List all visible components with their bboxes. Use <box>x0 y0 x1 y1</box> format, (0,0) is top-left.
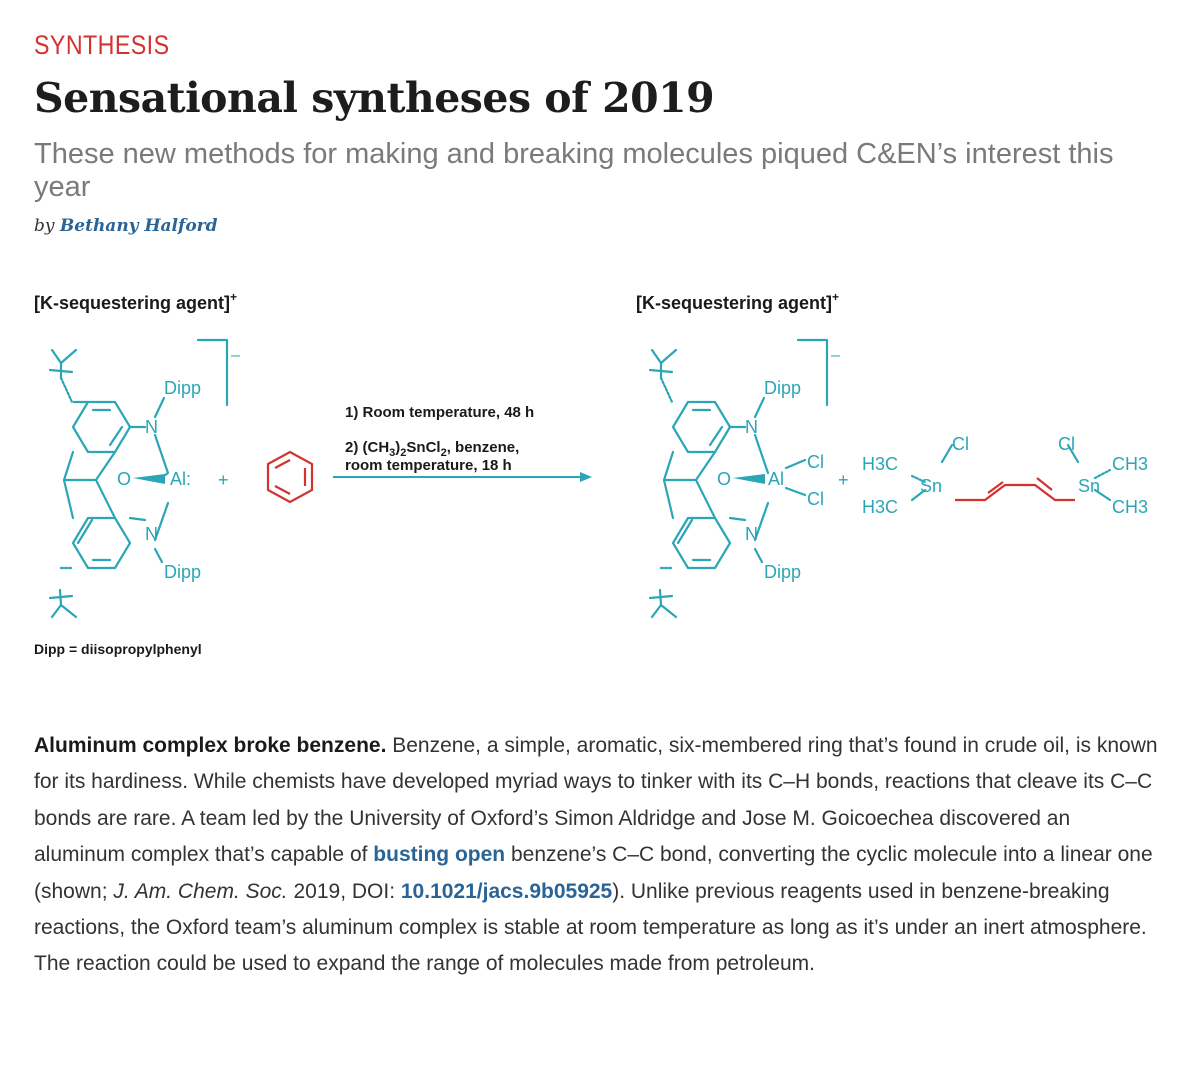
reaction-figure: [K-sequestering agent]+ [K-sequestering … <box>0 270 1200 670</box>
article-dek: These new methods for making and breakin… <box>34 138 1114 203</box>
condition-1: 1) Room temperature, 48 h <box>345 404 534 421</box>
cl-left-sn: Cl <box>952 434 969 454</box>
dipp-legend: Dipp = diisopropylphenyl <box>34 641 202 657</box>
plus-sign-1: + <box>218 470 229 490</box>
lead-in: Aluminum complex broke benzene. <box>34 734 387 757</box>
reaction-scheme-svg: [K-sequestering agent]+ [K-sequestering … <box>34 290 1148 657</box>
journal-name: J. Am. Chem. Soc. <box>113 879 288 903</box>
body-part-2: benzene’s C–C bond, converting the cycli… <box>34 843 1153 903</box>
benzene-molecule <box>266 450 314 504</box>
author-link[interactable]: Bethany Halford <box>59 216 218 236</box>
doi-link[interactable]: 10.1021/jacs.9b05925 <box>400 879 613 903</box>
right-anion-charge: – <box>831 347 840 364</box>
left-cation-label: [K-sequestering agent]+ <box>34 290 237 313</box>
left-anion-charge: – <box>231 347 240 364</box>
condition-2-line-2: room temperature, 18 h <box>345 457 512 474</box>
body-part-3: 2019, DOI: <box>287 879 401 903</box>
h3c-top-label: H3C <box>862 454 898 474</box>
left-n-bottom: N <box>145 524 158 544</box>
left-dipp-bottom: Dipp <box>164 562 201 582</box>
right-n-bottom: N <box>745 524 758 544</box>
o-al-dative-left <box>133 474 165 484</box>
right-cl-top: Cl <box>807 452 824 472</box>
right-n-top: N <box>745 417 758 437</box>
plus-sign-2: + <box>838 470 849 490</box>
article-body: Aluminum complex broke benzene. Benzene,… <box>34 728 1159 983</box>
byline: by Bethany Halford <box>34 216 218 236</box>
left-dipp-top: Dipp <box>164 378 201 398</box>
busting-open-link[interactable]: busting open <box>373 843 506 867</box>
body-part-4: ). Unlike previous reagents used in benz… <box>34 879 1147 976</box>
cl-right-sn: Cl <box>1058 434 1075 454</box>
right-cl-bottom: Cl <box>807 489 824 509</box>
h3c-bottom-label: H3C <box>862 497 898 517</box>
ch3-top-label: CH3 <box>1112 454 1148 474</box>
o-al-dative-right <box>733 474 765 484</box>
left-al: Al: <box>170 469 191 489</box>
sn-right: Sn <box>1078 476 1100 496</box>
right-dipp-bottom: Dipp <box>764 562 801 582</box>
right-cation-label: [K-sequestering agent]+ <box>636 290 839 313</box>
reaction-arrow <box>333 472 592 482</box>
left-o: O <box>117 469 131 489</box>
body-part-1: Benzene, a simple, aromatic, six-membere… <box>34 734 1158 867</box>
right-al: Al <box>768 469 784 489</box>
right-dipp-top: Dipp <box>764 378 801 398</box>
right-o: O <box>717 469 731 489</box>
linear-chain <box>955 477 1075 502</box>
ch3-bottom-label: CH3 <box>1112 497 1148 517</box>
sn-left: Sn <box>920 476 942 496</box>
article-title: Sensational syntheses of 2019 <box>34 74 715 122</box>
condition-2: 2) (CH3)2SnCl2, benzene, <box>345 439 519 459</box>
section-kicker[interactable]: SYNTHESIS <box>34 30 170 60</box>
left-n-top: N <box>145 417 158 437</box>
byline-prefix: by <box>34 216 55 236</box>
